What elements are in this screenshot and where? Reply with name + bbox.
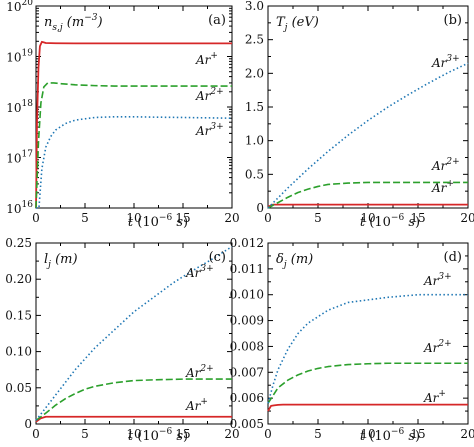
panel-d: 0 5 10 15 20 0.005 0.006 0.007 0.008 0.009 0.010 0.… [230,236,474,444]
panel-a: 0 5 10 15 20 1016 1017 1018 1019 1020 Ar+ Ar2+ Ar3+ (… [6,0,239,230]
x-tick-label: 10 [360,427,375,441]
y-tick-label: 2.5 [245,33,264,47]
x-tick-label: 15 [410,211,425,225]
x-tick-label: 15 [175,427,190,441]
series-line-Ar2p [267,362,468,404]
x-tick-label: 0 [264,211,272,225]
panel-tag: (d) [444,250,462,265]
series-line-Arp [35,415,232,423]
plot-frame [267,5,469,209]
y-axis-label: ns,j (m−3) [44,13,103,33]
y-tick-label: 1019 [6,49,33,65]
y-tick-label: 0.10 [5,345,32,359]
series-line-Arp [267,403,468,412]
series-label: Ar2+ [423,339,452,355]
x-tick-label: 0 [32,211,40,225]
y-tick-label: 0 [256,201,264,215]
x-tick-label: 10 [360,211,375,225]
y-tick-label: 1.0 [245,134,264,148]
x-axis-label: t (10−6 s) [360,427,420,444]
y-axis-label: δj (m) [276,252,313,270]
series-label: Ar3+ [431,54,460,70]
x-tick-label: 0 [264,427,272,441]
series-label: Ar3+ [195,122,224,138]
y-tick-label: 0.011 [230,262,264,276]
x-tick-label: 5 [314,211,322,225]
y-tick-label: 1017 [6,150,33,166]
y-tick-label: 1.5 [245,100,264,114]
y-tick-label: 0.05 [5,381,32,395]
y-tick-label: 2.0 [245,66,264,80]
series-label: Ar3+ [423,272,452,288]
series-line-Arp [35,40,232,209]
series-label: Ar3+ [185,264,214,280]
x-axis-label: t (10−6 s) [360,213,420,230]
series-label: Ar2+ [195,87,224,103]
plot-frame [35,5,233,209]
panel-tag: (c) [209,250,226,265]
series-line-Ar3p [267,62,469,209]
series-label: Ar+ [195,51,218,67]
y-tick-label: 0.007 [230,365,264,379]
series-line-Ar2p [267,181,468,209]
y-tick-label: 1020 [6,0,33,14]
x-tick-label: 15 [175,211,190,225]
series-label: Ar+ [423,389,446,405]
y-tick-label: 1018 [6,99,33,115]
x-tick-label: 0 [32,427,40,441]
series-label: Ar+ [185,397,208,413]
x-tick-label: 20 [460,211,474,225]
y-tick-label: 0.006 [230,391,264,405]
x-tick-label: 15 [410,427,425,441]
x-tick-label: 10 [126,211,141,225]
series-line-Ar3p [35,245,233,421]
y-tick-label: 0.15 [5,308,32,322]
x-tick-label: 10 [126,427,141,441]
x-axis-label: t (10−6 s) [128,427,188,444]
x-tick-label: 20 [460,427,474,441]
panel-tag: (a) [208,13,226,28]
series-label: Ar+ [431,179,454,195]
series-line-Ar3p [36,115,233,209]
y-axis-label: Tj (eV) [276,15,319,33]
x-tick-label: 20 [224,211,239,225]
x-tick-label: 5 [81,427,89,441]
x-axis-label: t (10−6 s) [128,213,188,230]
y-tick-label: 1016 [6,200,33,216]
y-tick-label: 0.20 [5,272,32,286]
y-tick-label: 0.005 [230,417,264,431]
panel-tag: (b) [444,13,462,28]
y-tick-label: 0.25 [5,236,32,250]
series-label: Ar2+ [431,157,460,173]
y-tick-label: 3.0 [245,0,264,13]
y-axis-label: lj (m) [44,252,78,270]
series-label: Ar2+ [185,364,214,380]
panel-c: 0 5 10 15 20 0 0.05 0.10 0.15 0.20 0.25 Ar+ Ar2+ Ar3+… [5,236,239,444]
panel-b: 0 5 10 15 20 0 0.5 1.0 1.5 2.0 2.5 3.0 Ar+ Ar2+ Ar3+ (b… [245,0,474,230]
y-tick-label: 0.010 [230,288,264,302]
y-tick-label: 0 [24,417,32,431]
y-tick-label: 0.008 [230,339,264,353]
y-tick-label: 0.012 [230,236,264,250]
series-line-Ar3p [267,293,468,404]
series-line-Ar2p [35,378,232,422]
y-tick-label: 0.009 [230,314,264,328]
y-tick-label: 0.5 [245,167,264,181]
x-tick-label: 5 [314,427,322,441]
x-tick-label: 20 [224,427,239,441]
x-tick-label: 5 [81,211,89,225]
